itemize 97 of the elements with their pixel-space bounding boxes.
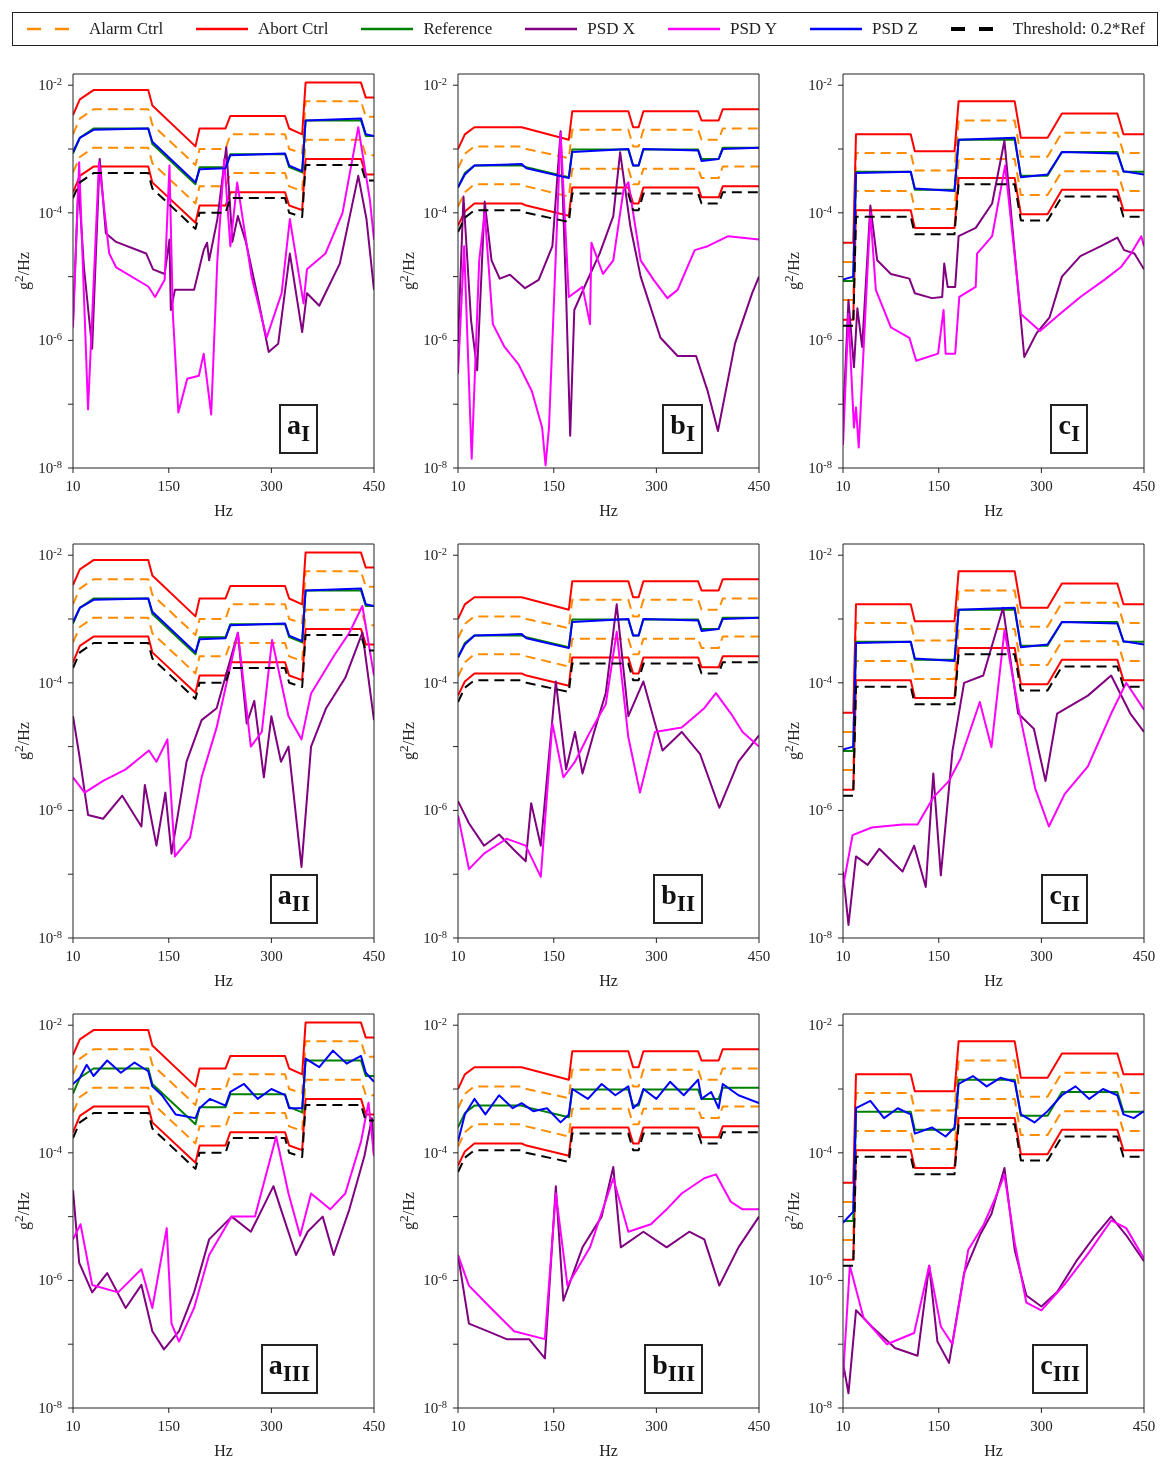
x-tick-label: 10 xyxy=(835,478,851,494)
x-tick-label: 10 xyxy=(450,948,466,964)
x-axis-title: Hz xyxy=(214,972,233,990)
x-tick-label: 10 xyxy=(835,948,851,964)
y-tick-label: 10$^{-4}$ xyxy=(808,203,833,221)
y-tick-label: 10$^{-6}$ xyxy=(38,330,62,349)
annotation: a$_{II}$ xyxy=(269,874,318,924)
x-axis-title: Hz xyxy=(984,502,1003,520)
x-tick-label: 150 xyxy=(927,1418,951,1434)
annotation: c$_{III}$ xyxy=(1032,1344,1088,1394)
y-tick-label: 10$^{-2}$ xyxy=(808,545,832,564)
x-tick-label: 150 xyxy=(157,478,181,494)
x-tick-label: 300 xyxy=(1030,1418,1053,1434)
annotation: c$_{I}$ xyxy=(1050,404,1088,454)
x-tick-label: 300 xyxy=(645,948,668,964)
y-tick-label: 10$^{-8}$ xyxy=(808,928,832,946)
legend-label: Alarm Ctrl xyxy=(89,19,164,39)
annotation: b$_{I}$ xyxy=(662,404,703,454)
x-tick-label: 150 xyxy=(157,1418,181,1434)
y-tick-label: 10$^{-4}$ xyxy=(38,673,63,691)
legend-label: PSD Y xyxy=(729,19,778,39)
y-tick-label: 10$^{-4}$ xyxy=(423,203,448,221)
x-axis-title: Hz xyxy=(984,1442,1003,1460)
y-tick-label: 10$^{-8}$ xyxy=(808,1398,832,1416)
x-tick-label: 10 xyxy=(450,478,466,494)
x-tick-label: 10 xyxy=(65,1418,81,1434)
y-tick-label: 10$^{-8}$ xyxy=(423,928,447,946)
x-tick-label: 450 xyxy=(362,948,386,964)
y-tick-label: 10$^{-4}$ xyxy=(38,1143,63,1161)
x-tick-label: 300 xyxy=(1030,948,1053,964)
x-tick-label: 150 xyxy=(927,478,951,494)
annotation: c$_{II}$ xyxy=(1041,874,1088,924)
y-tick-label: 10$^{-6}$ xyxy=(423,330,447,349)
y-tick-label: 10$^{-2}$ xyxy=(808,75,832,94)
x-tick-label: 300 xyxy=(260,1418,283,1434)
y-tick-label: 10$^{-2}$ xyxy=(808,1015,832,1034)
x-axis-title: Hz xyxy=(214,1442,233,1460)
annotation: a$_{III}$ xyxy=(260,1344,318,1394)
legend-label: Abort Ctrl xyxy=(258,19,329,39)
y-tick-label: 10$^{-8}$ xyxy=(38,928,62,946)
x-tick-label: 10 xyxy=(450,1418,466,1434)
annotation: a$_{I}$ xyxy=(278,404,318,454)
y-tick-label: 10$^{-4}$ xyxy=(38,203,63,221)
y-tick-label: 10$^{-6}$ xyxy=(423,800,447,819)
x-tick-label: 450 xyxy=(747,478,771,494)
x-tick-label: 450 xyxy=(1132,1418,1156,1434)
y-tick-label: 10$^{-8}$ xyxy=(38,1398,62,1416)
y-tick-label: 10$^{-4}$ xyxy=(423,1143,448,1161)
x-tick-label: 150 xyxy=(927,948,951,964)
x-tick-label: 450 xyxy=(362,478,386,494)
x-tick-label: 10 xyxy=(65,478,81,494)
y-tick-label: 10$^{-4}$ xyxy=(423,673,448,691)
y-tick-label: 10$^{-4}$ xyxy=(808,1143,833,1161)
x-axis-title: Hz xyxy=(984,972,1003,990)
x-axis-title: Hz xyxy=(599,972,618,990)
x-tick-label: 150 xyxy=(542,948,566,964)
x-axis-title: Hz xyxy=(599,502,618,520)
x-tick-label: 300 xyxy=(645,478,668,494)
y-tick-label: 10$^{-8}$ xyxy=(423,1398,447,1416)
legend-label: PSD X xyxy=(587,19,635,39)
y-tick-label: 10$^{-6}$ xyxy=(423,1270,447,1289)
y-tick-label: 10$^{-6}$ xyxy=(808,1270,832,1289)
y-tick-label: 10$^{-6}$ xyxy=(808,330,832,349)
legend-label: Reference xyxy=(423,19,493,39)
y-tick-label: 10$^{-4}$ xyxy=(808,673,833,691)
x-tick-label: 300 xyxy=(260,478,283,494)
x-tick-label: 300 xyxy=(645,1418,668,1434)
x-tick-label: 150 xyxy=(542,1418,566,1434)
x-tick-label: 10 xyxy=(65,948,81,964)
x-tick-label: 300 xyxy=(1030,478,1053,494)
x-tick-label: 300 xyxy=(260,948,283,964)
x-axis-title: Hz xyxy=(599,1442,618,1460)
y-tick-label: 10$^{-6}$ xyxy=(38,1270,62,1289)
y-tick-label: 10$^{-6}$ xyxy=(808,800,832,819)
y-tick-label: 10$^{-2}$ xyxy=(38,75,62,94)
y-tick-label: 10$^{-8}$ xyxy=(808,458,832,476)
x-tick-label: 450 xyxy=(747,948,771,964)
y-tick-label: 10$^{-6}$ xyxy=(38,800,62,819)
y-tick-label: 10$^{-8}$ xyxy=(423,458,447,476)
y-tick-label: 10$^{-2}$ xyxy=(423,75,447,94)
y-tick-label: 10$^{-2}$ xyxy=(38,1015,62,1034)
x-tick-label: 450 xyxy=(1132,478,1156,494)
legend-label: Threshold: 0.2*Ref xyxy=(1012,19,1145,39)
y-tick-label: 10$^{-2}$ xyxy=(423,1015,447,1034)
y-tick-label: 10$^{-8}$ xyxy=(38,458,62,476)
x-tick-label: 10 xyxy=(835,1418,851,1434)
annotation: b$_{II}$ xyxy=(653,874,703,924)
annotation: b$_{III}$ xyxy=(644,1344,703,1394)
x-tick-label: 150 xyxy=(157,948,181,964)
x-axis-title: Hz xyxy=(214,502,233,520)
y-tick-label: 10$^{-2}$ xyxy=(38,545,62,564)
y-tick-label: 10$^{-2}$ xyxy=(423,545,447,564)
x-tick-label: 450 xyxy=(362,1418,386,1434)
x-tick-label: 150 xyxy=(542,478,566,494)
legend-label: PSD Z xyxy=(871,19,918,39)
x-tick-label: 450 xyxy=(747,1418,771,1434)
x-tick-label: 450 xyxy=(1132,948,1156,964)
